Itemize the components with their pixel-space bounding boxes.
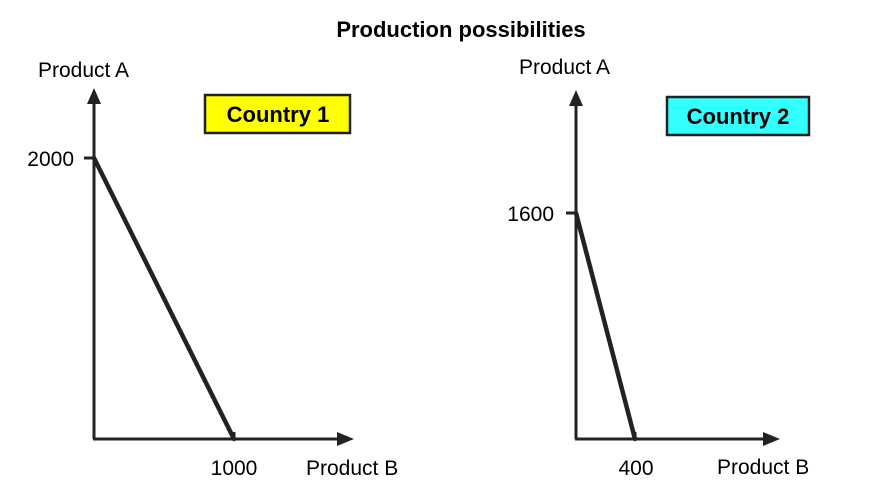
y-tick-label-country-2: 1600: [507, 203, 554, 226]
frontier-line-country-1: [91, 155, 237, 442]
chart-title: Production possibilities: [336, 17, 585, 42]
country-2-label: Country 2: [687, 104, 790, 129]
panel-country-1: Product A 2000 1000 Product B Country 1: [27, 59, 398, 480]
country-2-label-box: [665, 95, 811, 137]
y-tick-label-country-1: 2000: [27, 148, 74, 171]
frontier-line-country-2: [573, 210, 638, 442]
country-1-label-box: [203, 93, 352, 135]
x-axis-arrow-country-2: [763, 432, 780, 446]
y-axis-arrow-country-1: [87, 88, 101, 104]
x-axis-label-country-2: Product B: [717, 456, 809, 479]
x-tick-label-country-2: 400: [618, 457, 653, 480]
country-1-label: Country 1: [227, 102, 330, 127]
y-axis-arrow-country-2: [569, 90, 583, 106]
y-axis-label-country-1: Product A: [38, 59, 129, 82]
x-tick-label-country-1: 1000: [211, 457, 258, 480]
x-axis-arrow-country-1: [337, 432, 354, 446]
panel-country-2: Product A 1600 400 Product B Country 2: [507, 56, 811, 480]
y-axis-label-country-2: Product A: [519, 56, 610, 79]
x-axis-label-country-1: Product B: [306, 457, 398, 480]
